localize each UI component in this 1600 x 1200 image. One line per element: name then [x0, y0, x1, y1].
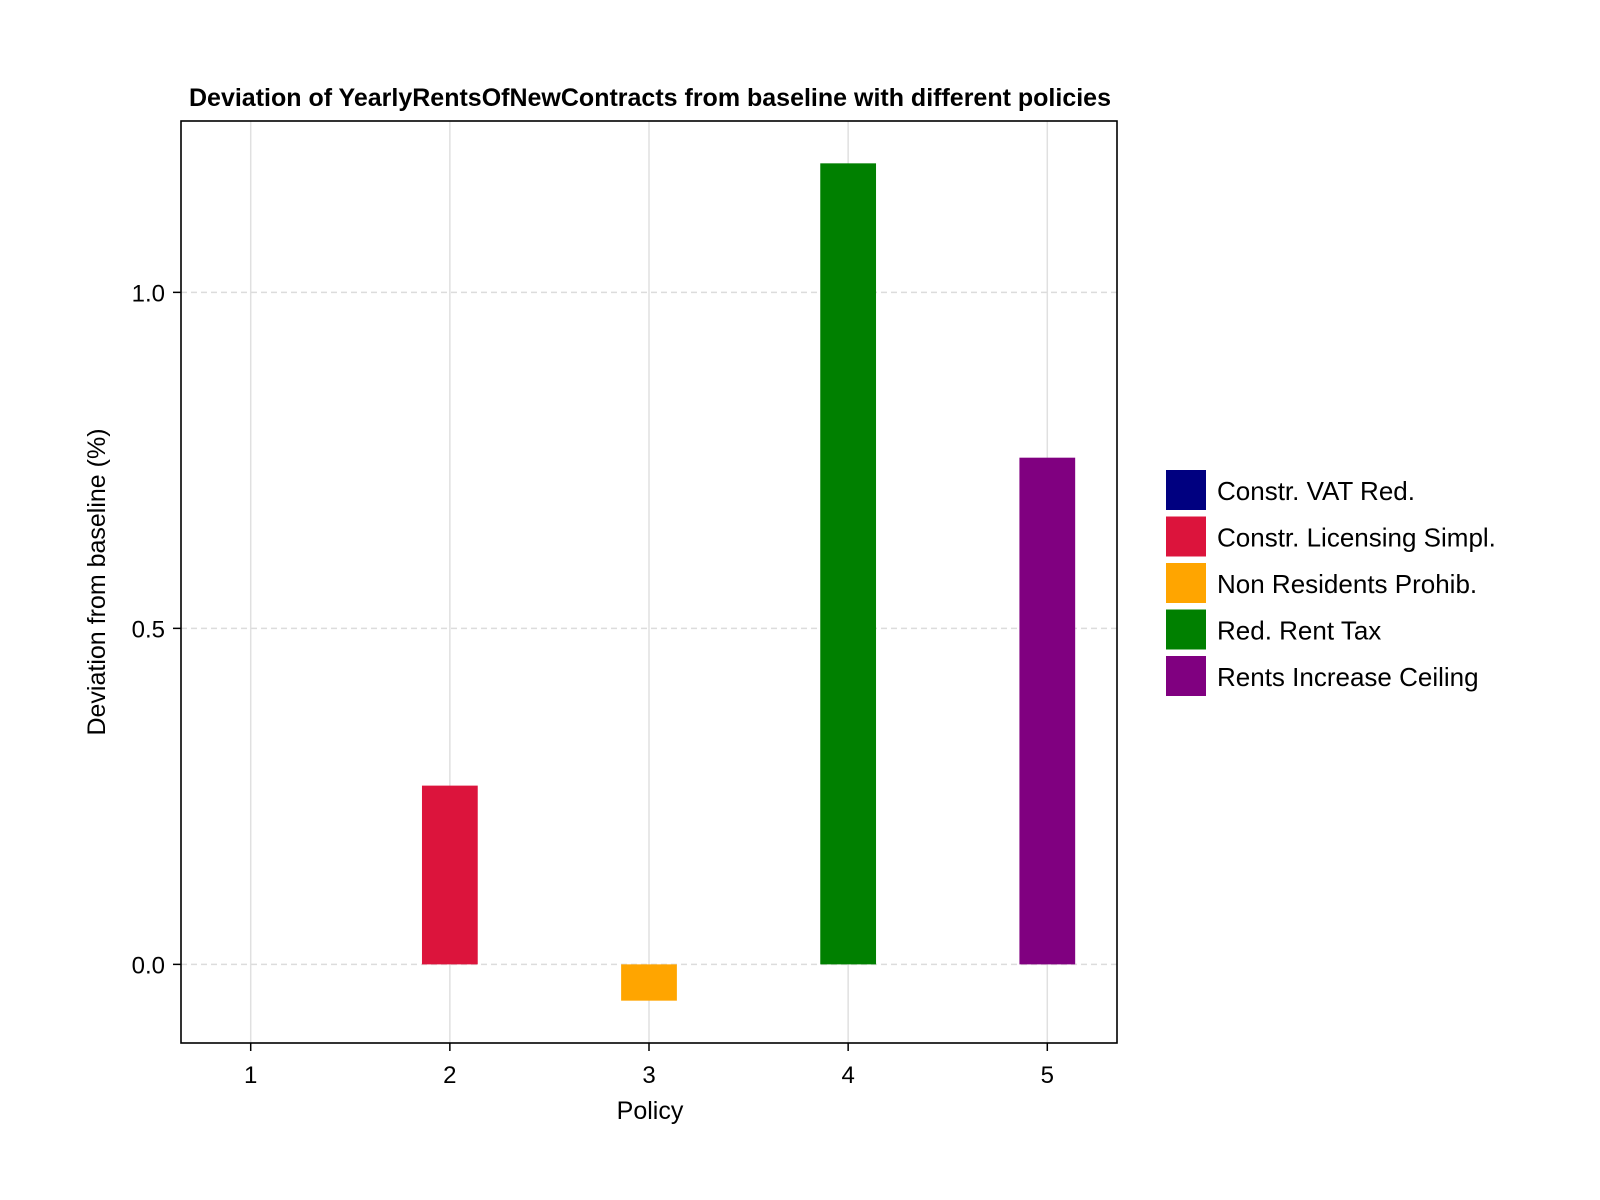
bars [421, 163, 1076, 1001]
legend-label: Rents Increase Ceiling [1217, 662, 1479, 692]
legend-swatch [1166, 656, 1206, 696]
grid [181, 121, 1117, 1043]
x-tick-label: 2 [443, 1062, 456, 1089]
legend-swatch [1166, 563, 1206, 603]
chart-title: Deviation of YearlyRentsOfNewContracts f… [189, 84, 1111, 112]
y-tick-label: 0.5 [132, 616, 165, 643]
bar-policy-3 [621, 964, 677, 1001]
x-tick-label: 3 [642, 1062, 655, 1089]
bar-policy-4 [820, 163, 877, 965]
y-tick-label: 0.0 [132, 952, 165, 979]
legend-swatch [1166, 516, 1206, 557]
y-axis-label: Deviation from baseline (%) [83, 428, 111, 735]
legend-swatch [1166, 609, 1206, 650]
x-axis-label: Policy [617, 1097, 684, 1125]
x-tick-label: 1 [244, 1062, 257, 1089]
legend: Constr. VAT Red. Constr. Licensing Simpl.… [1166, 470, 1496, 696]
ticks: 1 2 3 4 5 0.0 0.5 1.0 [132, 280, 1054, 1089]
x-tick-label: 5 [1041, 1062, 1054, 1089]
bar-policy-2 [421, 785, 478, 965]
x-tick-label: 4 [841, 1062, 854, 1089]
legend-label: Non Residents Prohib. [1217, 569, 1477, 599]
legend-label: Constr. Licensing Simpl. [1217, 523, 1496, 553]
legend-label: Red. Rent Tax [1217, 616, 1381, 646]
legend-swatch [1166, 470, 1206, 510]
legend-label: Constr. VAT Red. [1217, 476, 1415, 506]
y-tick-label: 1.0 [132, 280, 165, 307]
bar-policy-5 [1019, 457, 1076, 965]
